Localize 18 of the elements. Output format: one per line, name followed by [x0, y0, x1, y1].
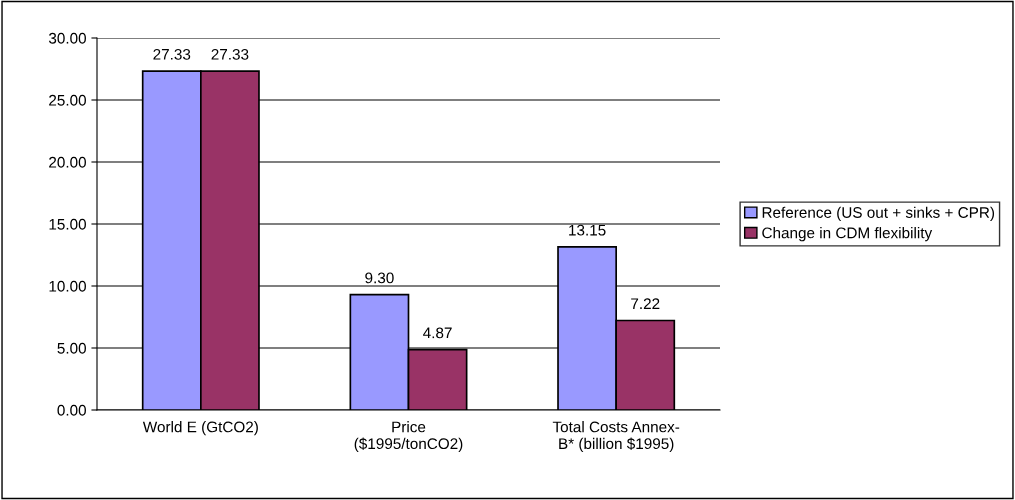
y-tick-label: 10.00 [49, 280, 86, 292]
x-tick-label: Price ($1995/tonCO2) [354, 421, 463, 453]
legend-label: Reference (US out + sinks + CPR) [762, 206, 995, 221]
y-tick-label: 25.00 [49, 94, 86, 106]
data-label: 13.15 [569, 224, 606, 236]
y-tick-label: 30.00 [48, 32, 86, 44]
x-tick-label: Total Costs Annex- B* (billion $1995) [552, 421, 680, 453]
data-label: 27.33 [211, 48, 249, 60]
y-tick-label: 20.00 [49, 156, 86, 168]
y-tick-label: 15.00 [49, 218, 86, 230]
y-tick-label: 0.00 [57, 404, 86, 416]
x-tick-label: World E (GtCO2) [142, 421, 258, 436]
y-tick-label: 5.00 [57, 342, 86, 354]
data-label: 27.33 [153, 48, 191, 60]
data-label: 4.87 [423, 327, 452, 339]
legend-label: Change in CDM flexibility [762, 227, 933, 242]
data-label: 7.22 [631, 298, 660, 309]
data-label: 9.30 [365, 272, 394, 284]
